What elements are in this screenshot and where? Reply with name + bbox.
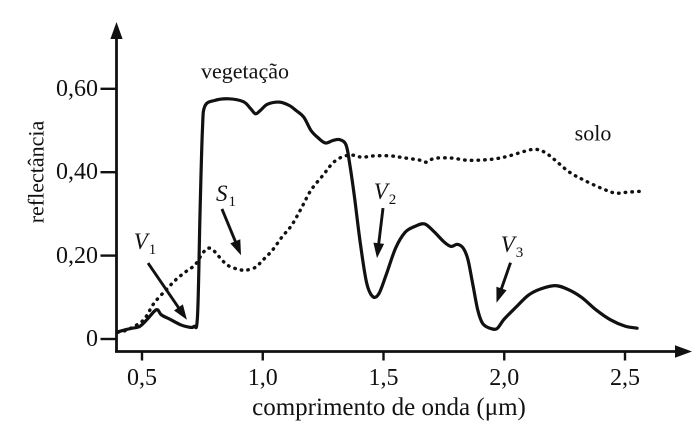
x-axis-title: comprimento de onda (μm) xyxy=(252,393,526,421)
annotation-subscript: 1 xyxy=(228,194,237,210)
annotation-subscript: 3 xyxy=(515,245,524,261)
annotation-subscript: 2 xyxy=(388,192,397,208)
annotation-arrow-s1 xyxy=(220,208,239,248)
x-axis-arrowhead xyxy=(675,345,692,358)
annotation-subscript: 1 xyxy=(148,242,157,258)
annotation-arrow-v3-head xyxy=(496,286,507,303)
x-tick-label: 1,0 xyxy=(247,365,278,391)
y-tick-label: 0,60 xyxy=(56,75,98,102)
series-label-soil: solo xyxy=(574,120,612,146)
annotation-arrow-s1-head xyxy=(230,239,241,256)
annotation-label-v2: V2 xyxy=(373,179,397,208)
annotation-arrow-v2 xyxy=(376,207,385,250)
annotation-letter: V xyxy=(133,229,148,254)
annotation-label-s1: S1 xyxy=(216,181,237,210)
annotation-arrow-v2-head xyxy=(373,242,385,259)
annotation-letter: S xyxy=(216,181,228,206)
x-tick-label: 2,0 xyxy=(489,365,520,391)
annotation-letter: V xyxy=(500,232,515,257)
annotation-label-v1: V1 xyxy=(133,229,157,258)
y-tick-label: 0,40 xyxy=(56,159,98,186)
vegetation-curve xyxy=(116,97,639,334)
x-tick-label: 0,5 xyxy=(127,365,157,391)
series-label-vegetation: vegetação xyxy=(201,58,289,84)
annotation-letter: V xyxy=(373,179,388,204)
x-tick-label: 2,5 xyxy=(610,365,640,391)
annotation-arrow-v1-head xyxy=(174,304,187,320)
y-tick-label: 0,20 xyxy=(56,242,98,269)
y-axis-arrowhead xyxy=(110,22,123,39)
y-tick-label: 0 xyxy=(86,326,98,352)
x-tick-label: 1,5 xyxy=(368,365,399,391)
annotation-label-v3: V3 xyxy=(500,232,524,261)
annotation-arrow-v1 xyxy=(146,262,184,314)
